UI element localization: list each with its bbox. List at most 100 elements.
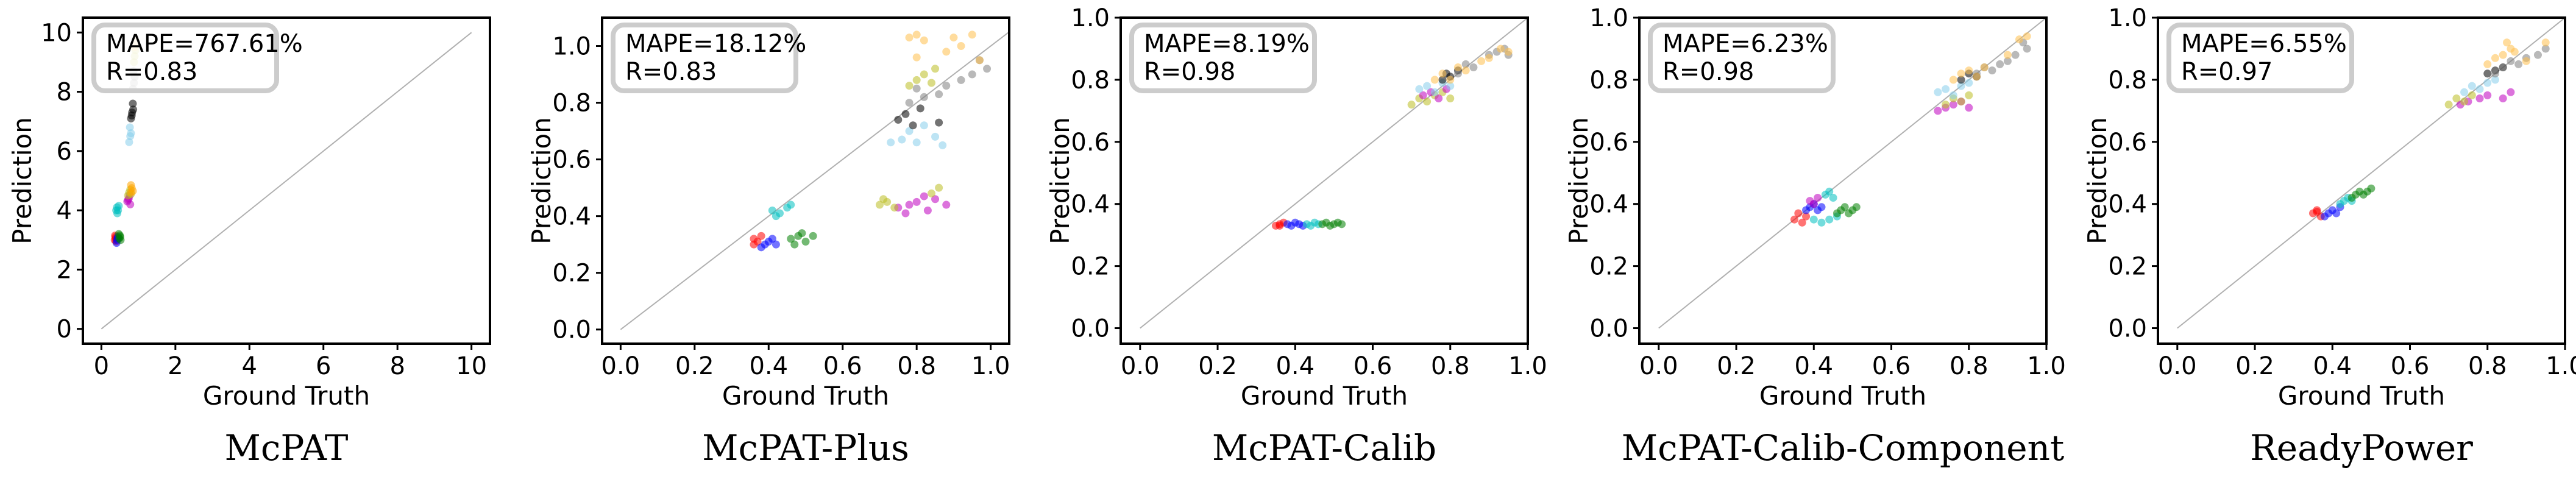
data-point [2491, 54, 2499, 62]
series-4 [112, 202, 123, 218]
data-point [2313, 207, 2321, 216]
data-point [2367, 184, 2376, 193]
y-tick-label: 0.0 [1071, 315, 1110, 343]
y-tick-label: 0.2 [552, 260, 591, 288]
series-8 [894, 104, 943, 130]
data-point [1461, 66, 1470, 75]
data-point [905, 99, 914, 107]
series-1 [1790, 209, 1811, 227]
data-point [975, 56, 984, 65]
data-point [1453, 63, 1462, 72]
data-point [912, 84, 921, 93]
data-point [1996, 60, 2004, 68]
y-tick-label: 1.0 [1589, 4, 1628, 32]
series-1 [1271, 218, 1288, 230]
reference-line [101, 32, 472, 330]
data-point [1423, 82, 1432, 90]
data-point [1949, 91, 1957, 99]
y-tick-label: 0.8 [2108, 66, 2147, 94]
data-point [115, 202, 123, 210]
data-point [1852, 203, 1861, 211]
y-tick-label: 0.8 [1589, 66, 1628, 94]
panel-caption: McPAT-Plus [702, 427, 909, 469]
series-8 [1934, 79, 1973, 99]
data-point [1790, 215, 1798, 224]
data-point [923, 206, 932, 215]
x-tick-label: 8 [389, 352, 405, 380]
metrics-box [1129, 23, 1317, 93]
data-point [1794, 209, 1803, 218]
data-point [2011, 51, 2020, 59]
y-axis-label: Prediction [527, 117, 556, 244]
data-point [968, 30, 976, 39]
x-tick-label: 2 [168, 352, 183, 380]
data-point [1469, 63, 1478, 72]
r-text: R=0.83 [106, 58, 197, 86]
y-tick-label: 2 [57, 256, 72, 284]
data-point [1942, 101, 1950, 109]
data-point [1423, 98, 1432, 106]
x-tick-label: 4 [242, 352, 257, 380]
data-point [905, 127, 914, 135]
data-point [901, 110, 910, 118]
data-point [1477, 57, 1486, 65]
y-tick-label: 6 [57, 138, 72, 166]
mape-text: MAPE=8.19% [1144, 30, 1310, 58]
y-tick-label: 0.2 [1071, 253, 1110, 281]
data-point [905, 34, 914, 42]
chart-panel-2: 0.0 0.2 0.4 0.6 0.8 1.0 0.0 0.2 0.4 0.6 0.8 1.0 Grou… [527, 16, 1010, 469]
y-tick-label: 0.0 [2108, 315, 2147, 343]
data-point [798, 229, 806, 238]
data-point [1438, 76, 1447, 84]
data-point [875, 200, 884, 209]
series-4 [1318, 218, 1346, 230]
series-11 [905, 30, 984, 65]
data-point [931, 65, 940, 73]
y-tick-label: 0.4 [1589, 191, 1628, 219]
y-tick-label: 0.8 [1071, 66, 1110, 94]
y-tick-label: 0.4 [2108, 191, 2147, 219]
data-point [887, 138, 895, 147]
y-tick-label: 0.0 [552, 316, 591, 344]
x-tick-label: 0.6 [2391, 352, 2430, 380]
y-tick-label: 0 [57, 316, 72, 344]
data-point [1965, 79, 1973, 87]
data-point [1430, 88, 1439, 96]
mape-text: MAPE=6.55% [2181, 30, 2347, 58]
y-tick-label: 0.8 [552, 90, 591, 118]
series-7 [887, 121, 947, 149]
x-tick-label: 0.8 [897, 352, 936, 380]
data-point [757, 232, 765, 240]
data-point [2483, 69, 2492, 78]
y-axis-label: Prediction [7, 117, 37, 244]
x-tick-label: 0 [94, 352, 109, 380]
data-point [2541, 38, 2550, 47]
plot-frame [1638, 16, 2048, 345]
x-tick-label: 0.0 [1121, 352, 1160, 380]
y-tick-label: 0.6 [552, 146, 591, 174]
data-point [2483, 60, 2492, 68]
data-point [890, 204, 899, 212]
data-point [2468, 91, 2476, 99]
data-point [1825, 215, 1834, 224]
data-point [2541, 44, 2550, 53]
data-point [127, 181, 135, 190]
series-10 [2483, 38, 2550, 68]
x-tick-label: 0.6 [1872, 352, 1911, 380]
x-tick-label: 0.2 [675, 352, 714, 380]
chart-panel-1: 0 2 4 6 8 10 0 2 4 6 8 10 Ground Truth Prediction MAPE… [7, 16, 491, 469]
data-point [920, 70, 928, 79]
plot-frame [1119, 16, 1529, 345]
data-point [125, 138, 133, 146]
plot-frame [2157, 16, 2566, 345]
data-point [1276, 221, 1284, 230]
data-point [1829, 194, 1837, 202]
data-point [1949, 101, 1957, 109]
data-point [772, 212, 780, 221]
y-axis-label: Prediction [1564, 117, 1594, 244]
y-tick-label: 1.0 [552, 33, 591, 61]
data-point [113, 209, 121, 218]
data-point [1802, 212, 1811, 221]
data-point [912, 30, 921, 39]
